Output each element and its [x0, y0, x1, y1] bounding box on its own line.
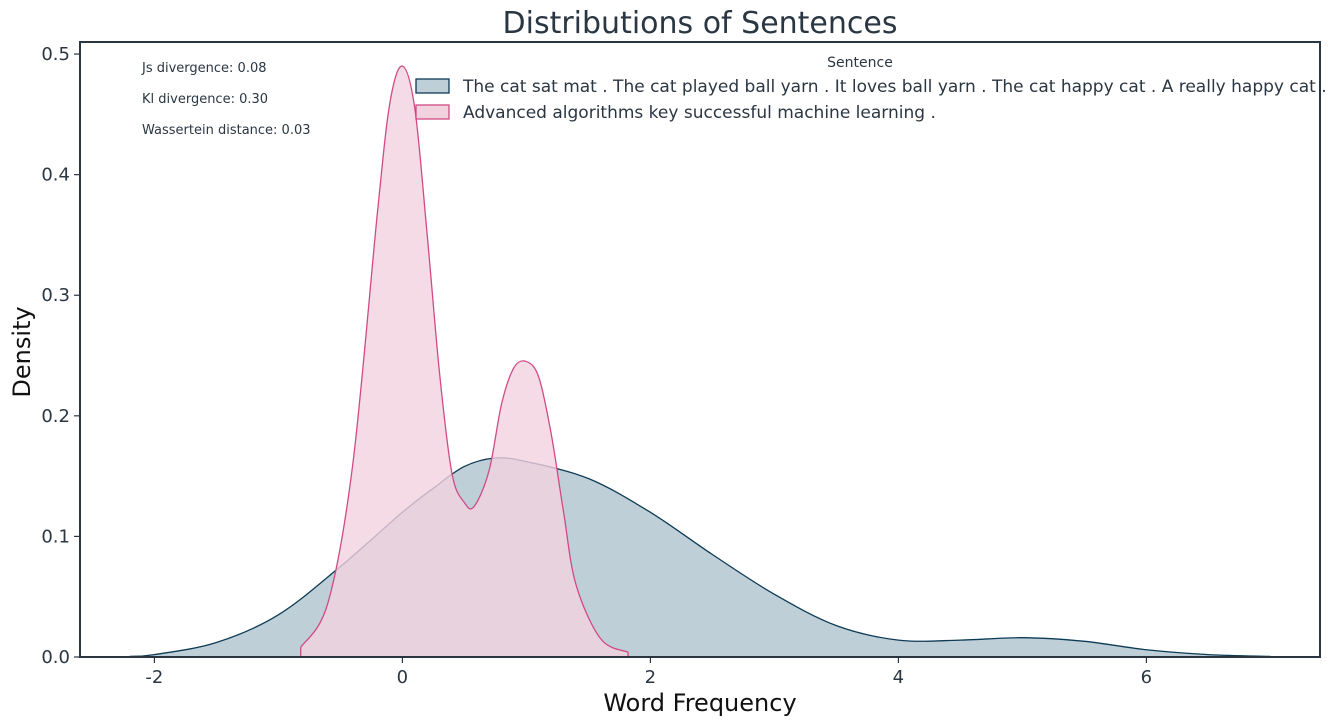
chart-title: Distributions of Sentences	[503, 6, 898, 41]
legend-label-series-2: Advanced algorithms key successful machi…	[463, 103, 936, 123]
density-line-series-2	[300, 65, 629, 653]
kl-divergence-text: Kl divergence: 0.30	[142, 92, 268, 107]
y-axis: 0.0 0.1 0.2 0.3 0.4 0.5	[41, 44, 80, 668]
stats-annotations: Js divergence: 0.08 Kl divergence: 0.30 …	[141, 61, 311, 138]
density-area-series-1	[129, 457, 1271, 657]
x-tick-label: 0	[397, 667, 408, 688]
y-tick-label: 0.3	[41, 285, 70, 306]
x-tick-label: -2	[145, 667, 163, 688]
y-tick-label: 0.4	[41, 165, 70, 186]
plot-area	[128, 65, 1272, 658]
x-tick-label: 4	[893, 667, 904, 688]
wasserstein-distance-text: Wassertein distance: 0.03	[142, 123, 311, 138]
y-axis-label: Density	[8, 306, 36, 397]
legend-title: Sentence	[827, 55, 893, 71]
legend-swatch-series-2	[415, 104, 450, 120]
y-tick-label: 0.0	[41, 647, 70, 668]
x-tick-label: 6	[1141, 667, 1152, 688]
x-axis-label: Word Frequency	[603, 689, 796, 717]
x-axis: -2 0 2 4 6	[145, 657, 1152, 688]
x-tick-label: 2	[645, 667, 656, 688]
legend: Sentence The cat sat mat . The cat playe…	[415, 55, 1327, 123]
legend-swatch-series-1	[415, 78, 450, 94]
y-tick-label: 0.2	[41, 406, 70, 427]
legend-label-series-1: The cat sat mat . The cat played ball ya…	[462, 77, 1327, 97]
js-divergence-text: Js divergence: 0.08	[141, 61, 267, 76]
y-tick-label: 0.1	[41, 526, 70, 547]
density-area-series-2	[300, 66, 629, 657]
density-line-series-1	[129, 457, 1271, 658]
plot-frame	[79, 41, 1321, 658]
y-tick-label: 0.5	[41, 44, 70, 65]
